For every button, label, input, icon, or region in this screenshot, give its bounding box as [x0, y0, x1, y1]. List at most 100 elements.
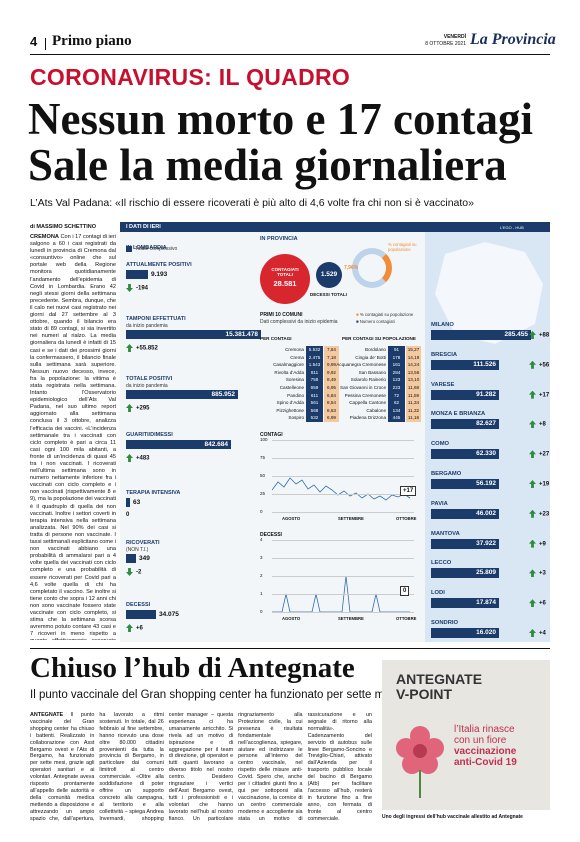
grid-line: [272, 558, 414, 559]
map-shape: [435, 242, 543, 344]
arrow: [126, 404, 133, 412]
grid-line: [272, 440, 414, 441]
table-row: Cingia de’ Botti 178 14,19: [342, 353, 424, 362]
arrow: [529, 360, 536, 369]
headline-line: Nessun morto e 17 contagi: [28, 94, 533, 144]
province-list: MILANO 285.455 +88 BRESCIA 111.526 +56 VARESE 9…: [425, 222, 550, 642]
province-value: 25.809: [431, 568, 499, 579]
stat-bar: [126, 498, 130, 507]
grid-line: [272, 576, 414, 577]
cases-circle: CONTAGIATI TOTALI 28.581: [260, 254, 310, 304]
region-title-text: IN LOMBARDIA: [126, 245, 167, 251]
table-row: Soresina 758 8,49: [260, 376, 342, 384]
percent-donut: [352, 248, 392, 288]
stat-change: +295: [126, 404, 150, 412]
infographic: I DATI DI IERI L’EGO - HUB IN LOMBARDIA …: [120, 222, 550, 642]
arrow: [529, 450, 536, 459]
arrow: [529, 629, 536, 637]
stat-change: +55.852: [126, 344, 158, 352]
province-name: MONZA E BRIANZA: [431, 411, 486, 418]
town-rate: 14,19: [406, 353, 421, 362]
article-body: ANTEGNATE Il punto vaccinale del Gran sh…: [30, 712, 372, 840]
town-rate: 9,92: [324, 368, 339, 377]
stats: ATTUALMENTE POSITIVI 9.193 -194 TAMPONI EFF…: [120, 222, 420, 642]
table-title: PER CONTAGI SU POPOLAZIONE: [342, 336, 416, 341]
table-row: Casalmaggiore 1.543 9,99: [260, 361, 342, 369]
change-value: +295: [136, 405, 150, 412]
town-name: Cremona: [285, 347, 304, 352]
table-row: San Giovanni in Croce 223 11,68: [340, 383, 424, 392]
cases-label: CONTAGIATI TOTALI: [271, 267, 299, 277]
table-row: Cappella Cantone 62 11,34: [342, 399, 424, 407]
town-name: Casalmaggiore: [273, 362, 304, 368]
province-change: +23: [529, 509, 550, 518]
percent-value: 7,96%: [344, 265, 359, 271]
chart-line: [272, 575, 410, 612]
town-count: 72: [388, 391, 405, 400]
change-value: +6: [136, 625, 143, 632]
town-name: Soresina: [285, 377, 304, 383]
chart-line: [272, 477, 411, 501]
dateline: CREMONA: [30, 234, 59, 240]
sign-text: l’Italia rinasce con un fiore vaccinazio…: [454, 724, 548, 768]
town-rate: 6,95: [324, 383, 339, 392]
province-value: 46.002: [431, 508, 499, 519]
town-name: Acquanegra Cremonese: [336, 362, 386, 368]
province-change: +27: [529, 450, 549, 459]
sign-line: anti-Covid 19: [454, 757, 517, 768]
stat-value: 63: [133, 499, 141, 506]
legend-item: Numero contagiati: [359, 319, 395, 324]
arrow: [126, 454, 133, 462]
town-rate: 7,64: [324, 346, 339, 354]
arrow: [529, 390, 536, 399]
sign-line: l’Italia rinasce: [454, 724, 515, 735]
subhead: L’Ats Val Padana: «Il rischio di essere …: [30, 197, 474, 209]
town-name: Spino d’Adda: [276, 400, 304, 406]
table-row: Bordolano 91 15,27: [342, 346, 424, 354]
stat-change: +483: [126, 454, 150, 462]
province-value: 62.330: [431, 449, 499, 460]
cases-value: 28.581: [273, 279, 297, 288]
arrow: [529, 509, 536, 518]
town-rate: 11,59: [406, 391, 421, 400]
province-name: COMO: [431, 441, 450, 448]
province-name: BRESCIA: [431, 351, 458, 358]
town-count: 5.532: [306, 346, 323, 354]
town-name: Castelleone: [279, 384, 304, 390]
arrow: [529, 569, 536, 578]
x-axis-label: SETTEMBRE: [338, 516, 364, 521]
town-name: Crema: [290, 354, 304, 360]
grid-line: [272, 476, 414, 477]
town-name: San Giovanni in Croce: [340, 384, 386, 390]
y-tick-label: 0: [260, 509, 263, 514]
sign-line: V-POINT: [396, 686, 453, 702]
change-value: +483: [136, 455, 150, 462]
town-count: 123: [388, 376, 405, 384]
stem: [419, 770, 421, 798]
table-row: San Bassano 284 13,56: [342, 368, 424, 377]
stat-change: -2: [126, 568, 141, 576]
town-rate: 8,49: [324, 376, 339, 384]
province-change: +19: [529, 480, 549, 488]
town-rate: 9,99: [324, 361, 339, 369]
petals: [396, 726, 444, 774]
province-name: PAVIA: [431, 500, 448, 507]
town-name: Cappella Cantone: [349, 400, 386, 406]
table-row: Piadena Drizzona 445 11,16: [342, 414, 424, 422]
stat-note: da inizio pandemia: [126, 383, 168, 389]
infographic-header: [120, 222, 550, 232]
change-value: +17: [539, 392, 550, 399]
town-count: 91: [388, 346, 405, 354]
town-rate: 11,34: [406, 399, 421, 407]
arrow: [126, 568, 133, 576]
y-tick-label: 100: [260, 437, 268, 442]
change-value: +23: [539, 511, 550, 518]
town-rate: 11,32: [406, 406, 421, 415]
masthead: La Provincia: [470, 31, 556, 48]
town-count: 223: [388, 383, 405, 392]
arrow: [126, 624, 133, 632]
chart-title: CONTAGI: [260, 432, 283, 438]
town-name: Pizzighettone: [276, 407, 304, 413]
towns-table: Bordolano 91 15,27 Cingia de’ Botti 178 14,19…: [336, 346, 424, 422]
town-rate: 13,56: [406, 368, 421, 377]
